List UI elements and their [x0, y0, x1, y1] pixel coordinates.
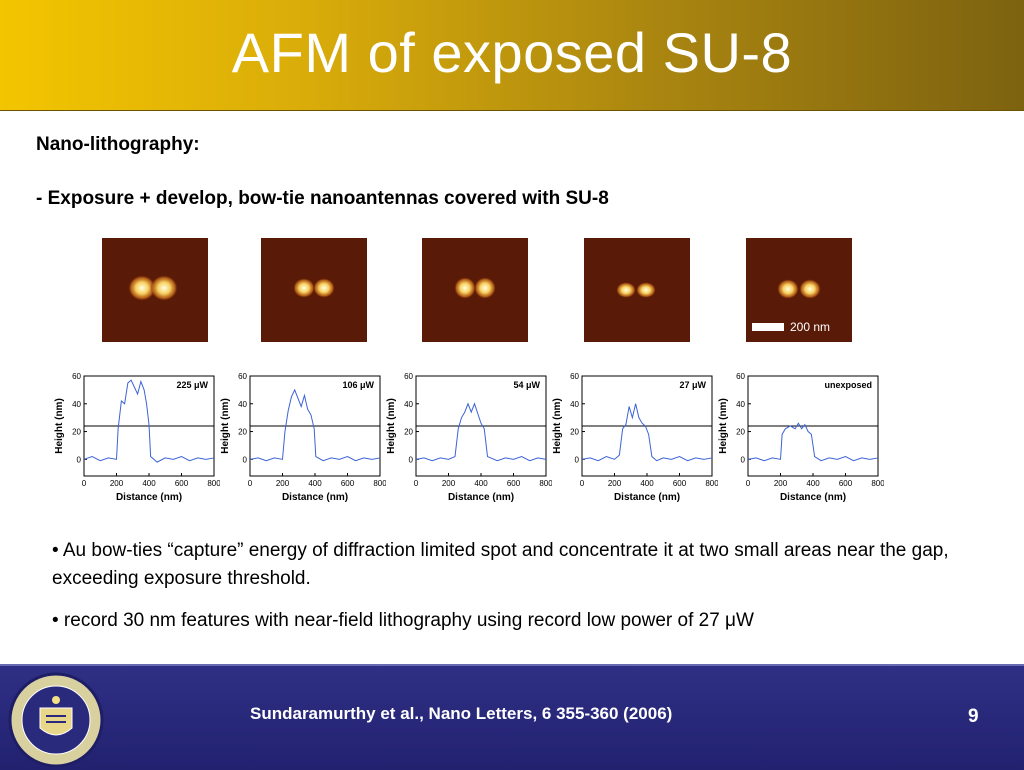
y-tick-label: 0	[575, 455, 580, 464]
x-axis-label: Distance (nm)	[780, 492, 846, 503]
x-axis-label: Distance (nm)	[116, 492, 182, 503]
x-tick-label: 600	[507, 479, 521, 488]
x-tick-label: 0	[580, 479, 585, 488]
y-tick-label: 20	[570, 428, 579, 437]
y-tick-label: 60	[736, 372, 745, 381]
height-trace	[83, 379, 215, 463]
x-tick-label: 400	[474, 479, 488, 488]
x-tick-label: 400	[640, 479, 654, 488]
y-tick-label: 0	[409, 455, 414, 464]
y-tick-label: 20	[72, 428, 81, 437]
university-seal-logo	[8, 672, 104, 768]
y-tick-label: 60	[238, 372, 247, 381]
x-axis-label: Distance (nm)	[448, 492, 514, 503]
height-trace	[581, 403, 713, 462]
y-tick-label: 20	[736, 428, 745, 437]
x-tick-label: 0	[746, 479, 751, 488]
section-heading: Nano-lithography:	[36, 134, 200, 155]
y-axis-label: Height (nm)	[54, 398, 65, 454]
x-tick-label: 200	[608, 479, 622, 488]
slide-title: AFM of exposed SU-8	[231, 21, 793, 84]
y-axis-label: Height (nm)	[220, 398, 231, 454]
x-tick-label: 200	[110, 479, 124, 488]
afm-image-2	[261, 238, 367, 342]
y-tick-label: 40	[72, 400, 81, 409]
x-tick-label: 400	[142, 479, 156, 488]
y-tick-label: 60	[72, 372, 81, 381]
x-tick-label: 0	[82, 479, 87, 488]
x-tick-label: 0	[414, 479, 419, 488]
y-tick-label: 20	[404, 428, 413, 437]
x-tick-label: 0	[248, 479, 253, 488]
power-label: 225 μW	[176, 380, 208, 390]
height-trace	[415, 402, 547, 462]
power-label: 54 μW	[513, 380, 540, 390]
x-tick-label: 800	[373, 479, 386, 488]
y-tick-label: 0	[77, 455, 82, 464]
description-line: - Exposure + develop, bow-tie nanoantenn…	[36, 188, 609, 209]
afm-image-4	[584, 238, 690, 342]
x-axis-label: Distance (nm)	[614, 492, 680, 503]
x-tick-label: 200	[774, 479, 788, 488]
power-label: 27 μW	[679, 380, 706, 390]
power-label: unexposed	[824, 380, 872, 390]
y-tick-label: 20	[238, 428, 247, 437]
height-trace	[747, 422, 879, 462]
title-bar	[0, 0, 1024, 111]
y-axis-label: Height (nm)	[386, 398, 397, 454]
x-tick-label: 400	[308, 479, 322, 488]
x-tick-label: 600	[839, 479, 853, 488]
afm-image-5: 200 nm	[746, 238, 852, 342]
x-tick-label: 800	[705, 479, 718, 488]
scale-bar	[752, 323, 784, 331]
x-tick-label: 800	[207, 479, 220, 488]
x-tick-label: 600	[175, 479, 189, 488]
x-tick-label: 200	[276, 479, 290, 488]
x-tick-label: 600	[673, 479, 687, 488]
afm-image-1	[102, 238, 208, 342]
afm-image-3	[422, 238, 528, 342]
citation-text: Sundaramurthy et al., Nano Letters, 6 35…	[250, 704, 673, 723]
bullet-item-2: • record 30 nm features with near-field …	[52, 610, 754, 631]
power-label: 106 μW	[342, 380, 374, 390]
height-trace	[249, 388, 381, 462]
y-axis-label: Height (nm)	[552, 398, 563, 454]
y-tick-label: 40	[238, 400, 247, 409]
x-tick-label: 400	[806, 479, 820, 488]
x-axis-label: Distance (nm)	[282, 492, 348, 503]
bullet-item-1: • Au bow-ties “capture” energy of diffra…	[52, 540, 949, 589]
page-number: 9	[968, 706, 979, 727]
footer-bar	[0, 664, 1024, 770]
y-tick-label: 60	[570, 372, 579, 381]
x-tick-label: 800	[871, 479, 884, 488]
y-tick-label: 40	[736, 400, 745, 409]
scale-bar-label: 200 nm	[790, 320, 830, 334]
bullet-list: • Au bow-ties “capture” energy of diffra…	[52, 537, 952, 649]
y-tick-label: 40	[570, 400, 579, 409]
y-tick-label: 0	[741, 455, 746, 464]
x-tick-label: 200	[442, 479, 456, 488]
y-tick-label: 0	[243, 455, 248, 464]
x-tick-label: 600	[341, 479, 355, 488]
y-axis-label: Height (nm)	[718, 398, 729, 454]
y-tick-label: 60	[404, 372, 413, 381]
y-tick-label: 40	[404, 400, 413, 409]
x-tick-label: 800	[539, 479, 552, 488]
